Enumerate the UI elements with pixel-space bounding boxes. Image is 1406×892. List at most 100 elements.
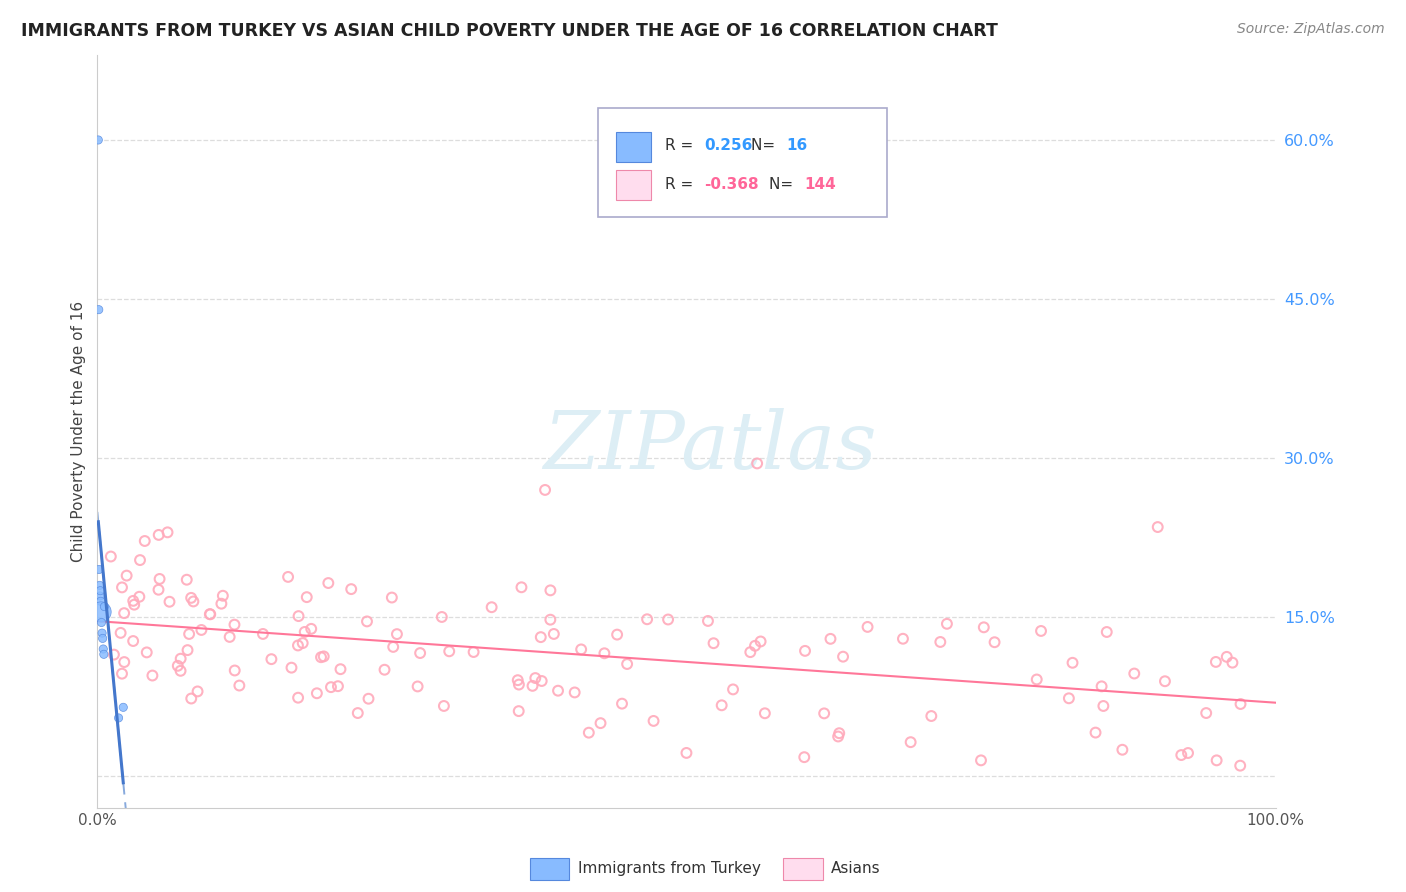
Point — [1029, 624, 1052, 638]
Point — [538, 613, 561, 627]
Point — [1205, 655, 1227, 669]
Point — [813, 706, 835, 721]
Point — [89, 578, 111, 592]
Point — [309, 650, 332, 665]
Point — [820, 632, 842, 646]
Point — [1146, 520, 1168, 534]
Point — [148, 582, 170, 597]
Point — [319, 680, 342, 694]
Text: -0.368: -0.368 — [704, 178, 759, 192]
Point — [463, 645, 485, 659]
Point — [277, 570, 299, 584]
Point — [827, 730, 849, 744]
Point — [128, 590, 150, 604]
Text: R =: R = — [665, 178, 699, 192]
Point — [159, 595, 181, 609]
Point — [1154, 674, 1177, 689]
Point — [180, 591, 202, 605]
Point — [169, 664, 191, 678]
Point — [122, 598, 145, 612]
Point — [508, 704, 530, 718]
FancyBboxPatch shape — [598, 108, 887, 217]
Point — [636, 612, 658, 626]
Point — [744, 639, 766, 653]
Point — [190, 623, 212, 637]
Point — [749, 634, 772, 648]
Point — [129, 553, 152, 567]
Point — [675, 746, 697, 760]
Point — [340, 582, 363, 596]
Point — [1095, 625, 1118, 640]
Point — [198, 607, 221, 621]
Point — [91, 642, 114, 657]
Point — [1229, 758, 1251, 772]
Point — [87, 302, 110, 317]
Point — [90, 605, 112, 619]
Point — [409, 646, 432, 660]
Point — [295, 590, 318, 604]
Point — [134, 533, 156, 548]
Point — [1111, 743, 1133, 757]
Point — [312, 649, 335, 664]
Point — [1177, 746, 1199, 760]
Point — [973, 620, 995, 634]
Point — [856, 620, 879, 634]
Point — [91, 626, 114, 640]
Point — [252, 627, 274, 641]
Point — [115, 568, 138, 582]
Point — [373, 663, 395, 677]
Point — [112, 606, 135, 620]
Point — [112, 700, 135, 714]
Point — [87, 133, 110, 147]
FancyBboxPatch shape — [616, 169, 651, 200]
Point — [710, 698, 733, 713]
Point — [179, 627, 201, 641]
Point — [929, 635, 952, 649]
Point — [530, 673, 553, 688]
Text: ZIPatlas: ZIPatlas — [543, 408, 877, 485]
Point — [260, 652, 283, 666]
Point — [433, 698, 456, 713]
Point — [93, 648, 115, 662]
Point — [305, 686, 328, 700]
Point — [589, 716, 612, 731]
Point — [381, 591, 404, 605]
Point — [287, 639, 309, 653]
Point — [721, 682, 744, 697]
Text: N=: N= — [751, 138, 780, 153]
Point — [385, 627, 408, 641]
Point — [280, 661, 302, 675]
Point — [187, 684, 209, 698]
Point — [326, 679, 349, 693]
Point — [1062, 656, 1084, 670]
Point — [228, 679, 250, 693]
Text: R =: R = — [665, 138, 699, 153]
Point — [93, 599, 115, 614]
Text: Immigrants from Turkey: Immigrants from Turkey — [578, 862, 761, 876]
Text: 0.256: 0.256 — [704, 138, 752, 153]
Point — [91, 632, 114, 646]
Point — [439, 644, 461, 658]
Point — [1123, 666, 1146, 681]
Point — [329, 662, 352, 676]
Point — [299, 622, 322, 636]
Point — [224, 617, 246, 632]
Point — [616, 657, 638, 671]
Point — [90, 594, 112, 608]
Point — [1195, 706, 1218, 720]
Point — [176, 573, 198, 587]
Point — [156, 525, 179, 540]
FancyBboxPatch shape — [616, 132, 651, 162]
Point — [169, 651, 191, 665]
Point — [794, 644, 817, 658]
Point — [900, 735, 922, 749]
Point — [564, 685, 586, 699]
Point — [107, 711, 129, 725]
Point — [983, 635, 1005, 649]
Point — [1222, 656, 1244, 670]
Point — [212, 589, 235, 603]
Point — [103, 648, 125, 662]
Point — [1170, 747, 1192, 762]
Point — [218, 630, 240, 644]
Point — [357, 691, 380, 706]
